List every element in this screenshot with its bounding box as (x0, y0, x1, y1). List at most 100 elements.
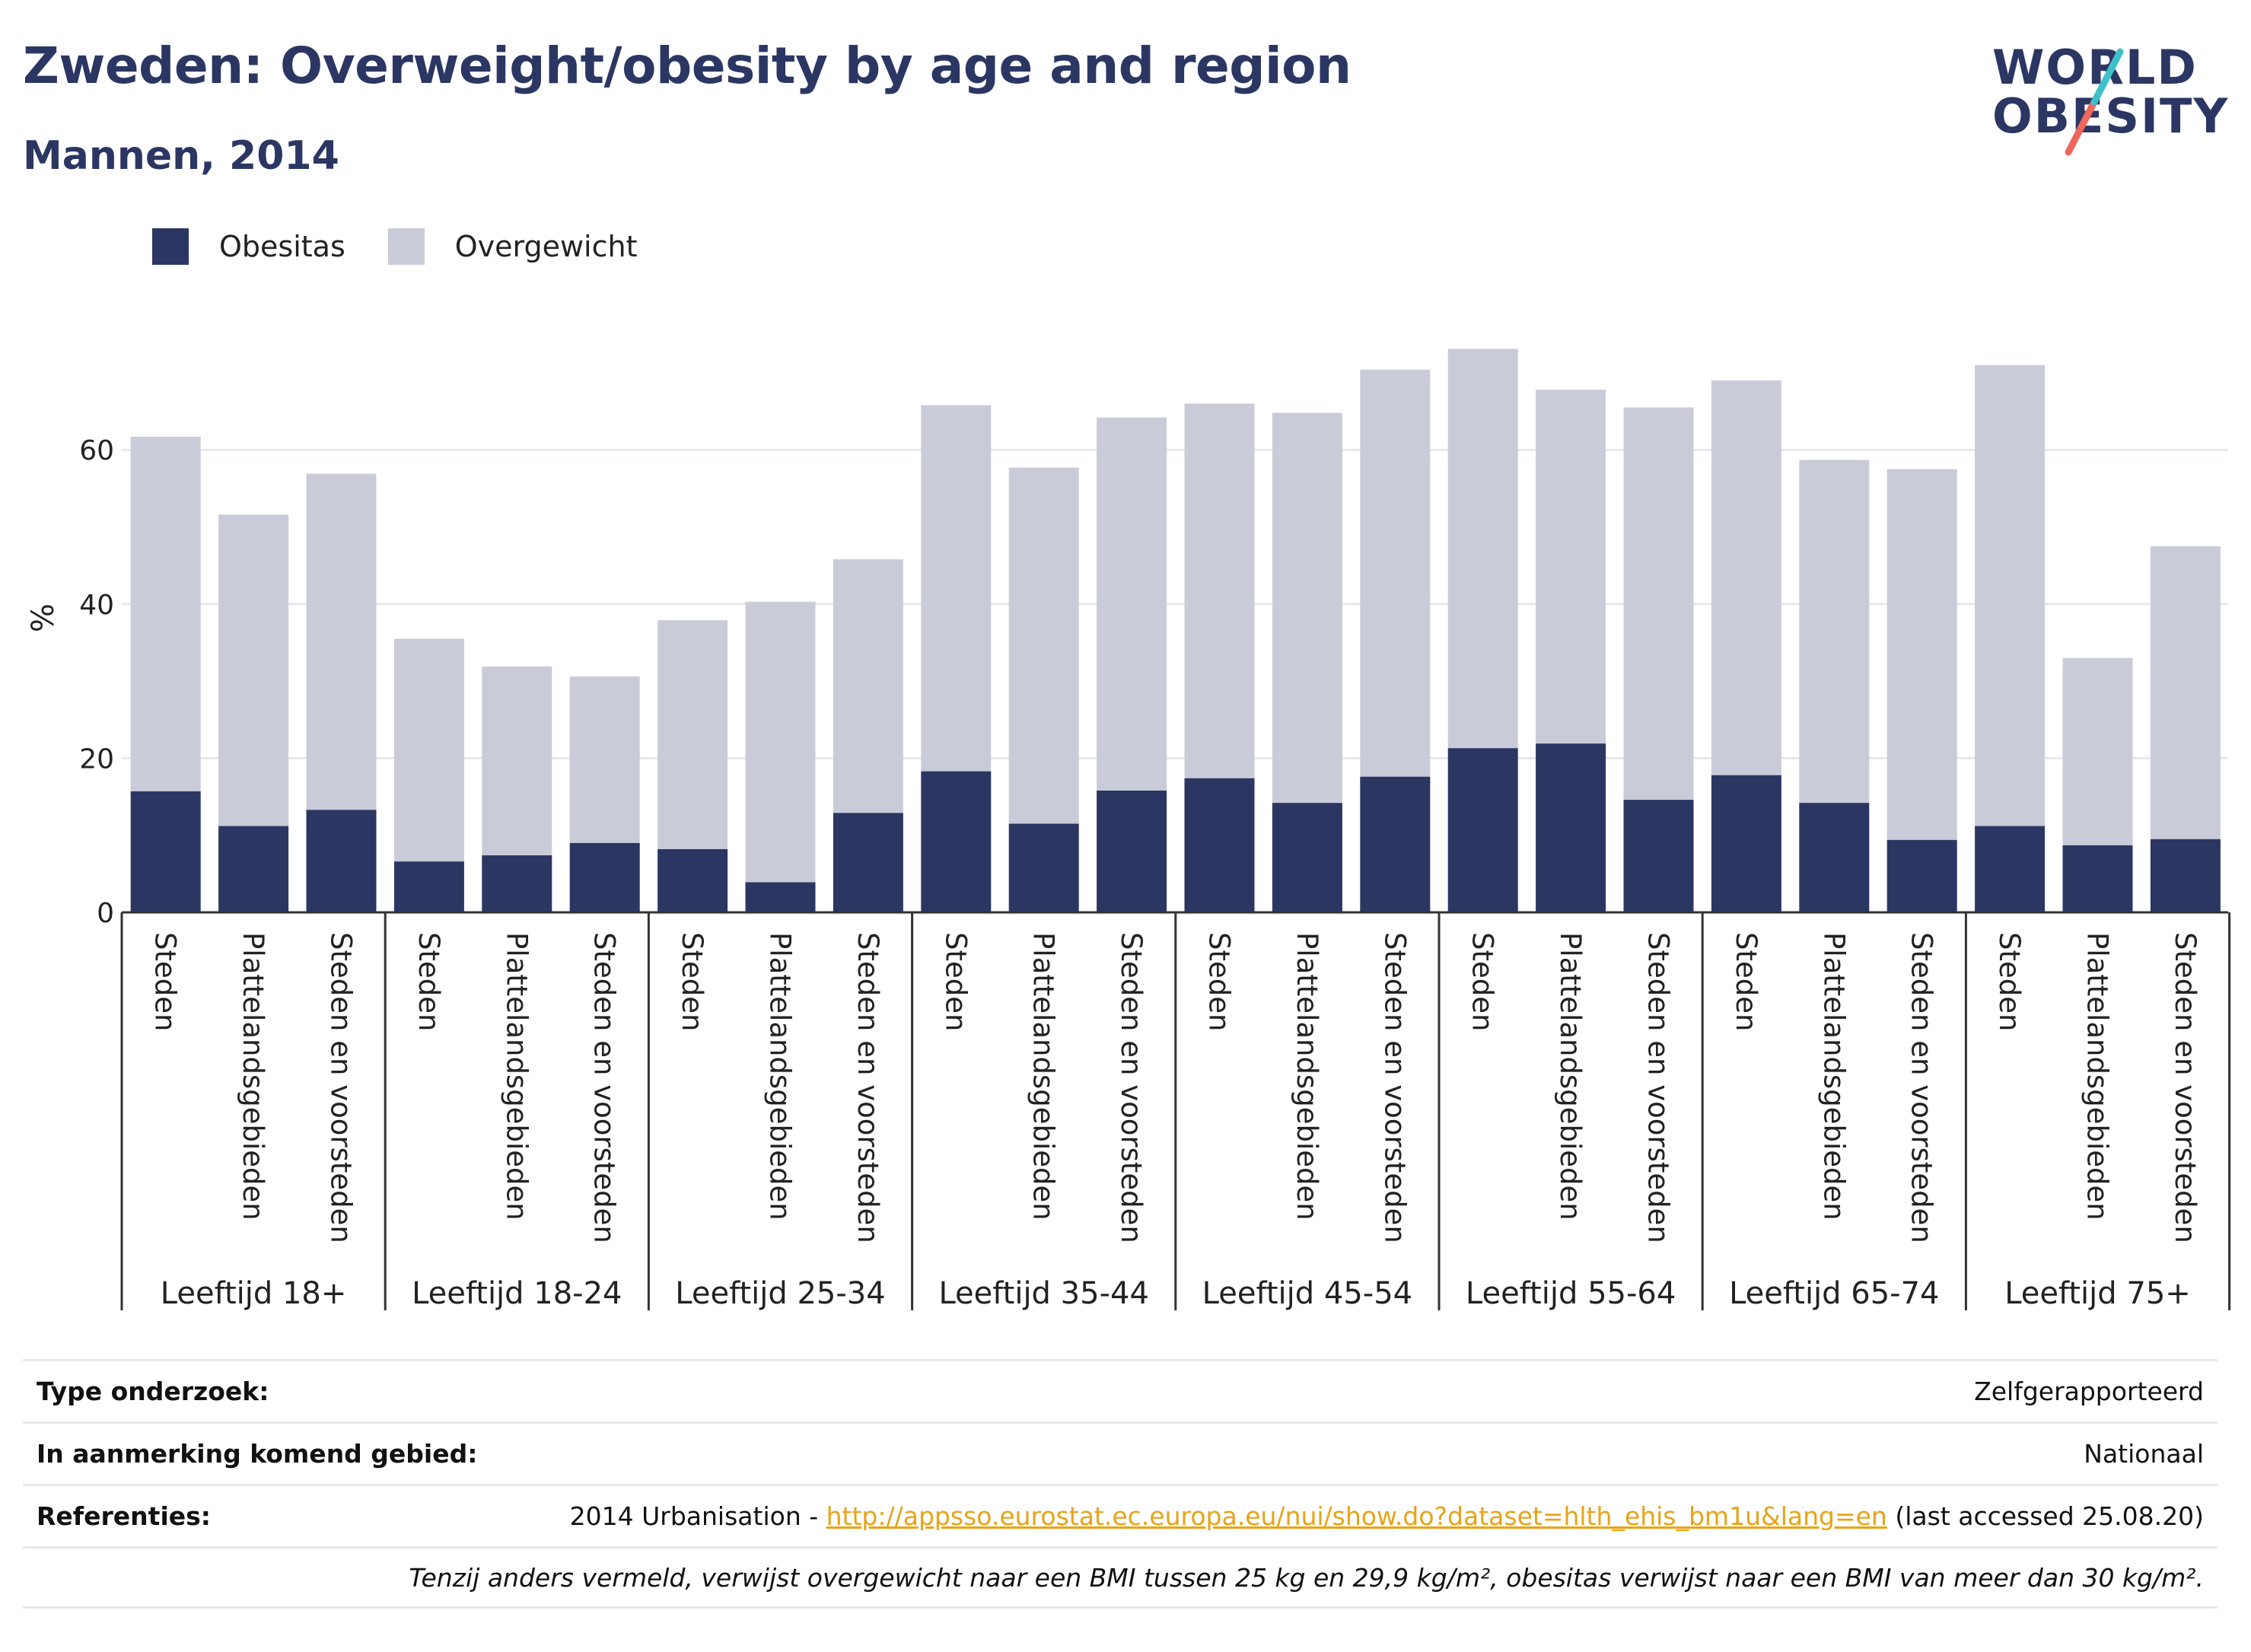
bar-overgewicht (2062, 657, 2133, 845)
group-label: Leeftijd 18+ (161, 1276, 347, 1311)
bar-overgewicht (1536, 390, 1606, 744)
bar-obesitas (745, 882, 816, 912)
info-key: In aanmerking komend gebied: (37, 1439, 478, 1469)
x-tick-label: Steden (149, 932, 182, 1031)
bar-overgewicht (1711, 380, 1781, 775)
info-row-survey-type: Type onderzoek: Zelfgerapporteerd (23, 1359, 2218, 1421)
x-tick-label: Steden en voorsteden (1906, 932, 1938, 1243)
x-tick-label: Plattelandsgebieden (1291, 932, 1323, 1221)
bar-overgewicht (1097, 417, 1167, 791)
bar-obesitas (1184, 778, 1255, 912)
bar-obesitas (2062, 845, 2133, 912)
x-tick-label: Steden en voorsteden (1378, 932, 1411, 1243)
reference-link[interactable]: http://appsso.eurostat.ec.europa.eu/nui/… (826, 1501, 1887, 1531)
bar-overgewicht (833, 559, 903, 813)
bar-overgewicht (745, 601, 816, 883)
bar-obesitas (1360, 776, 1431, 912)
bar-obesitas (393, 861, 464, 912)
group-label: Leeftijd 55-64 (1466, 1276, 1676, 1311)
bar-obesitas (1799, 803, 1870, 912)
bar-obesitas (1886, 839, 1957, 912)
bar-overgewicht (1184, 403, 1255, 778)
info-key: Type onderzoek: (37, 1377, 269, 1406)
bar-obesitas (1272, 803, 1342, 912)
y-tick-label: 20 (79, 743, 114, 775)
x-tick-label: Steden (412, 932, 445, 1031)
x-tick-label: Plattelandsgebieden (764, 932, 797, 1221)
x-tick-label: Steden (676, 932, 708, 1031)
bar-overgewicht (1975, 364, 2046, 826)
bar-overgewicht (393, 638, 464, 862)
bar-obesitas (1711, 775, 1781, 912)
world-obesity-logo: WORLD OBESITY (1979, 38, 2237, 160)
y-tick-label: 0 (97, 898, 114, 929)
x-tick-label: Plattelandsgebieden (1554, 932, 1587, 1221)
x-tick-label: Steden (939, 932, 972, 1031)
bar-overgewicht (482, 666, 552, 856)
bar-overgewicht (1360, 369, 1431, 777)
logo-line-1: WORLD (1992, 40, 2198, 95)
group-label: Leeftijd 65-74 (1729, 1276, 1939, 1311)
x-tick-label: Steden (1993, 932, 2026, 1031)
bar-obesitas (1975, 826, 2046, 912)
chart-legend: Obesitas Overgewicht (152, 228, 680, 265)
y-tick-label: 40 (79, 590, 114, 621)
x-tick-label: Steden (1466, 932, 1499, 1031)
group-label: Leeftijd 75+ (2004, 1276, 2191, 1311)
logo-line-2: OBESITY (1992, 88, 2230, 144)
bar-overgewicht (306, 473, 377, 810)
group-label: Leeftijd 18-24 (412, 1276, 622, 1311)
x-tick-label: Plattelandsgebieden (500, 932, 533, 1221)
reference-suffix: (last accessed 25.08.20) (1886, 1501, 2204, 1531)
legend-item-overgewicht[interactable]: Overgewicht (387, 228, 638, 265)
bar-overgewicht (1623, 407, 1694, 801)
legend-swatch-overgewicht (387, 228, 425, 265)
legend-swatch-obesitas (152, 228, 189, 265)
legend-item-obesitas[interactable]: Obesitas (152, 228, 345, 265)
x-tick-label: Plattelandsgebieden (237, 932, 269, 1221)
bar-obesitas (306, 810, 377, 912)
info-value: Zelfgerapporteerd (1974, 1377, 2204, 1406)
x-tick-label: Steden en voorsteden (588, 932, 621, 1243)
bar-overgewicht (657, 620, 728, 849)
bar-obesitas (921, 771, 992, 912)
group-label: Leeftijd 35-44 (938, 1276, 1148, 1311)
stacked-bar-chart: 0 20 40 60% Steden Plattelandsgebieden Steden … (26, 349, 2231, 1311)
bar-overgewicht (1799, 460, 1870, 804)
bar-overgewicht (1008, 467, 1079, 824)
x-tick-label: Steden en voorsteden (325, 932, 358, 1243)
x-tick-label: Steden en voorsteden (2169, 932, 2202, 1243)
x-tick-label: Plattelandsgebieden (1817, 932, 1850, 1221)
bar-obesitas (482, 855, 552, 912)
bar-overgewicht (569, 676, 640, 843)
x-tick-label: Steden en voorsteden (1115, 932, 1148, 1243)
bar-obesitas (657, 848, 728, 912)
info-value: Nationaal (2084, 1439, 2204, 1469)
bar-overgewicht (218, 514, 289, 826)
bar-overgewicht (1886, 469, 1957, 840)
x-tick-label: Steden (1730, 932, 1762, 1031)
bar-obesitas (1097, 790, 1167, 912)
bar-obesitas (1623, 800, 1694, 912)
page-title: Zweden: Overweight/obesity by age and re… (23, 37, 1352, 95)
bar-overgewicht (921, 405, 992, 772)
bar-obesitas (218, 826, 289, 912)
bar-obesitas (130, 791, 201, 912)
group-label: Leeftijd 25-34 (675, 1276, 885, 1311)
info-key: Referenties: (37, 1501, 211, 1531)
bmi-definition-note: Tenzij anders vermeld, verwijst overgewi… (409, 1562, 2204, 1593)
bar-overgewicht (130, 436, 201, 791)
x-tick-label: Steden (1203, 932, 1236, 1031)
page-subtitle: Mannen, 2014 (23, 133, 339, 179)
x-tick-label: Plattelandsgebieden (2081, 932, 2114, 1221)
x-tick-label: Steden en voorsteden (1642, 932, 1675, 1243)
logo-slash-icon (2065, 48, 2124, 156)
bar-obesitas (1008, 823, 1079, 912)
bar-overgewicht (1447, 349, 1518, 749)
info-row-note: Tenzij anders vermeld, verwijst overgewi… (23, 1546, 2218, 1609)
bar-overgewicht (2150, 546, 2221, 839)
bar-obesitas (1536, 743, 1606, 912)
group-label: Leeftijd 45-54 (1202, 1276, 1412, 1311)
info-row-references: Referenties: 2014 Urbanisation - http://… (23, 1484, 2218, 1546)
bar-obesitas (2150, 839, 2221, 912)
